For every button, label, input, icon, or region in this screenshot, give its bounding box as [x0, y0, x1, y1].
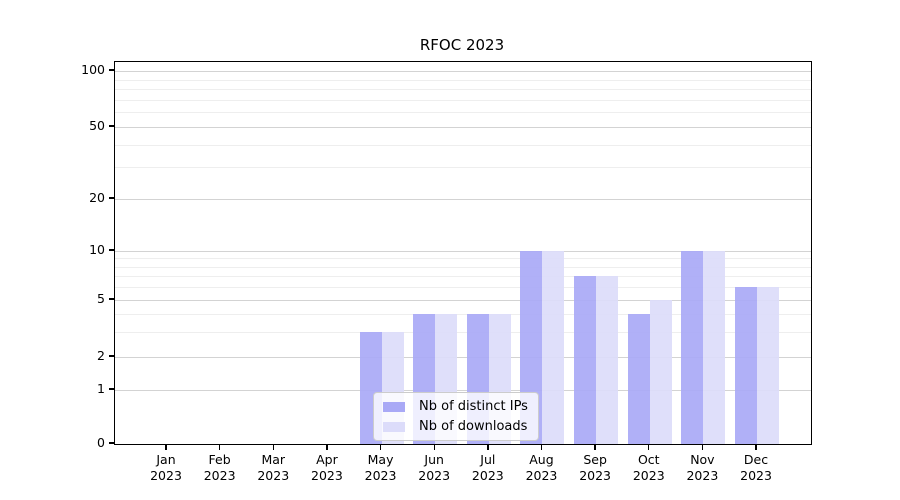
gridline-minor-7: [115, 276, 811, 278]
x-tick-label-Mar-2023: Mar 2023: [257, 452, 290, 483]
x-tick-label-Jun-2023: Jun 2023: [418, 452, 451, 483]
x-tick-mark-Nov-2023: [701, 444, 704, 450]
x-tick-mark-Apr-2023: [326, 444, 328, 450]
x-tick-label-Feb-2023: Feb 2023: [203, 452, 236, 483]
legend-item-distinct-ips: Nb of distinct IPs: [383, 399, 528, 414]
y-tick-mark-1: [109, 388, 114, 390]
legend-item-downloads: Nb of downloads: [383, 419, 528, 434]
x-tick-mark-Jan-2023: [165, 444, 167, 450]
legend-label-distinct-ips: Nb of distinct IPs: [419, 399, 528, 414]
gridline-major-50: [115, 127, 811, 129]
y-tick-mark-2: [109, 355, 114, 357]
legend-swatch-downloads: [383, 421, 405, 432]
gridline-minor-6: [115, 287, 811, 289]
x-tick-label-Jan-2023: Jan 2023: [150, 452, 182, 483]
x-tick-mark-Feb-2023: [218, 444, 221, 450]
y-tick-label-10: 10: [89, 242, 105, 257]
x-tick-mark-Mar-2023: [272, 444, 274, 450]
legend: Nb of distinct IPs Nb of downloads: [373, 392, 539, 441]
gridline-major-10: [115, 251, 811, 252]
gridline-minor-90: [115, 79, 811, 81]
gridline-major-2: [115, 357, 811, 359]
x-tick-label-Apr-2023: Apr 2023: [311, 452, 343, 483]
gridline-minor-80: [115, 89, 811, 91]
gridline-minor-60: [115, 112, 811, 114]
x-tick-mark-May-2023: [379, 444, 382, 450]
y-tick-mark-50: [109, 125, 114, 127]
y-tick-mark-20: [109, 197, 114, 199]
gridline-minor-70: [115, 99, 811, 101]
x-tick-mark-Dec-2023: [755, 444, 757, 450]
x-tick-mark-Oct-2023: [648, 444, 650, 450]
bar-downloads-Dec-2023: [757, 287, 780, 444]
gridline-minor-9: [115, 258, 811, 260]
plot-area: [114, 61, 812, 445]
y-tick-label-100: 100: [81, 62, 105, 77]
bar-ips-Oct-2023: [627, 313, 650, 444]
y-tick-mark-0: [109, 442, 114, 444]
y-tick-label-50: 50: [89, 118, 105, 134]
y-tick-label-5: 5: [97, 290, 105, 306]
x-tick-label-Sep-2023: Sep 2023: [579, 452, 612, 483]
x-tick-mark-Aug-2023: [540, 444, 543, 450]
bar-ips-Dec-2023: [735, 287, 758, 444]
gridline-minor-3: [115, 331, 811, 333]
legend-swatch-ips: [383, 401, 405, 412]
x-tick-mark-Jun-2023: [433, 444, 435, 450]
bar-ips-Sep-2023: [574, 276, 597, 444]
x-tick-label-Nov-2023: Nov 2023: [686, 452, 719, 483]
y-tick-label-20: 20: [89, 189, 105, 205]
x-tick-mark-Sep-2023: [594, 444, 596, 450]
y-tick-mark-10: [109, 249, 114, 251]
y-tick-label-2: 2: [97, 348, 105, 364]
gridline-minor-4: [115, 313, 811, 315]
x-tick-label-May-2023: May 2023: [364, 452, 397, 483]
x-tick-mark-Jul-2023: [487, 444, 489, 450]
bar-downloads-Sep-2023: [596, 276, 619, 444]
gridline-minor-40: [115, 144, 811, 146]
bar-downloads-Nov-2023: [703, 251, 726, 444]
y-tick-mark-100: [109, 69, 114, 71]
gridline-major-1: [115, 389, 811, 391]
gridline-minor-8: [115, 266, 811, 268]
x-tick-label-Aug-2023: Aug 2023: [525, 452, 558, 483]
bar-ips-Nov-2023: [681, 251, 704, 444]
x-tick-label-Oct-2023: Oct 2023: [632, 452, 665, 483]
y-tick-label-1: 1: [97, 380, 105, 396]
y-tick-label-0: 0: [97, 435, 105, 450]
y-tick-mark-5: [109, 298, 114, 300]
gridline-major-100: [115, 71, 811, 72]
x-tick-label-Jul-2023: Jul 2023: [471, 452, 504, 483]
gridline-minor-30: [115, 167, 811, 169]
x-tick-label-Dec-2023: Dec 2023: [740, 452, 772, 483]
gridline-major-20: [115, 198, 811, 200]
legend-label-downloads: Nb of downloads: [419, 419, 528, 434]
chart-title: RFOC 2023: [419, 36, 505, 54]
bar-downloads-Aug-2023: [542, 251, 565, 444]
bar-downloads-Oct-2023: [649, 300, 672, 444]
gridline-major-5: [115, 299, 811, 301]
